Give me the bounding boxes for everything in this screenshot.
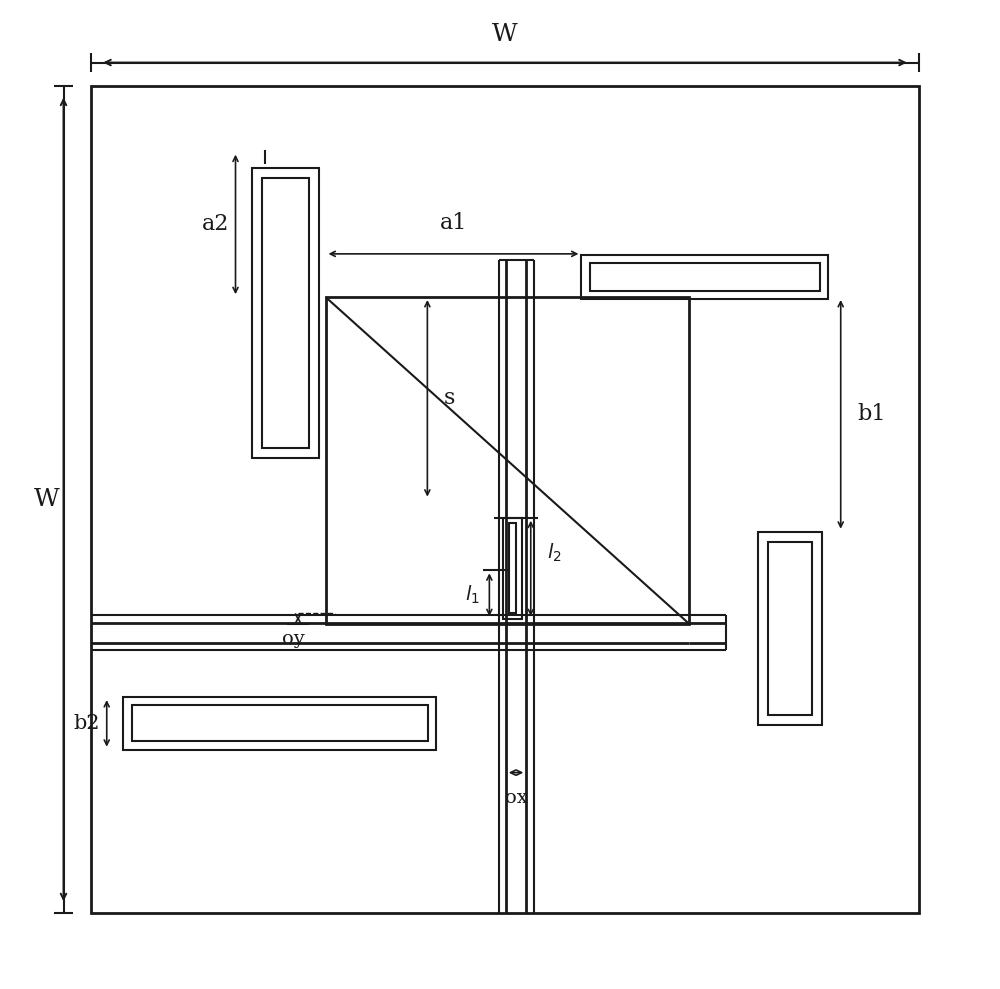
Bar <box>326 297 689 624</box>
Bar <box>262 178 309 448</box>
Bar <box>509 523 516 613</box>
Bar <box>758 532 822 725</box>
Text: a1: a1 <box>440 212 467 233</box>
Text: ox: ox <box>505 789 527 807</box>
Text: $l_2$: $l_2$ <box>547 542 562 565</box>
Text: s: s <box>444 388 455 409</box>
Text: a2: a2 <box>202 214 229 235</box>
Bar <box>252 168 319 458</box>
Text: $l_1$: $l_1$ <box>465 584 480 606</box>
Bar <box>590 263 820 291</box>
Text: W: W <box>34 488 60 511</box>
Bar <box>581 255 828 299</box>
Text: b1: b1 <box>857 404 886 425</box>
Text: b2: b2 <box>73 714 100 733</box>
Bar <box>123 697 436 750</box>
Bar <box>503 518 522 619</box>
Bar <box>768 542 812 715</box>
Text: oy: oy <box>282 630 305 648</box>
Text: W: W <box>492 23 518 46</box>
Bar <box>132 705 428 742</box>
